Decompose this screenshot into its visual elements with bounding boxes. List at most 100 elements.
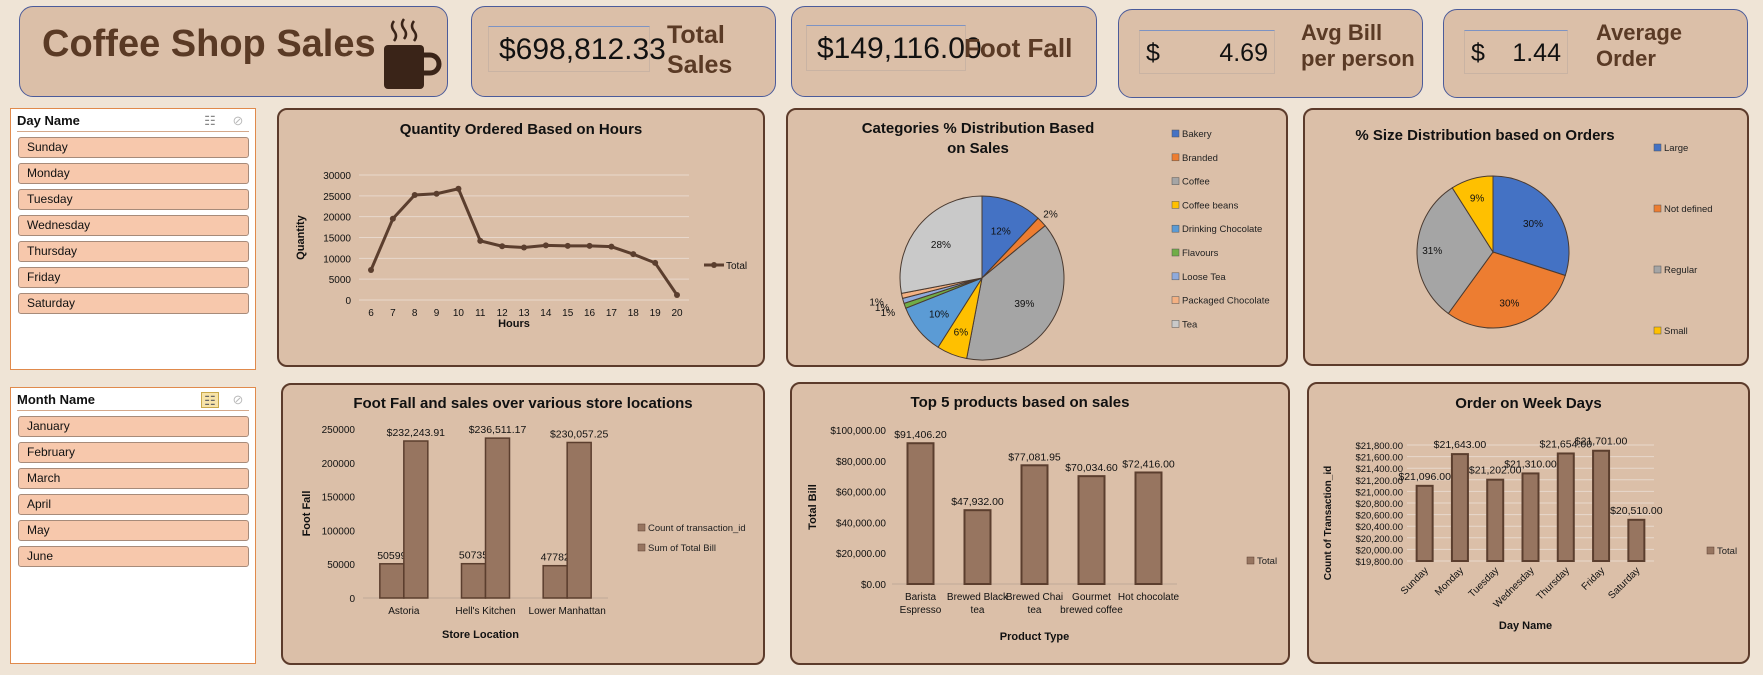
data-point xyxy=(433,190,440,197)
y-tick-label: $100,000.00 xyxy=(830,426,886,437)
month-slicer-item-june[interactable]: June xyxy=(18,546,249,567)
data-label: $47,932.00 xyxy=(951,496,1004,508)
x-tick-label: 6 xyxy=(368,308,374,319)
legend-swatch xyxy=(1171,320,1180,328)
data-point xyxy=(674,292,680,298)
y-tick-label: $40,000.00 xyxy=(836,518,886,529)
store-location-bar-chart: 0 50000 100000 150000 200000 250000 50599 $232,… xyxy=(301,424,746,641)
day-slicer-item-wednesday[interactable]: Wednesday xyxy=(18,215,249,236)
bar-total xyxy=(963,509,992,585)
y-tick-label: 250000 xyxy=(322,425,356,436)
x-tick-label: 19 xyxy=(650,308,662,319)
y-tick-label: $20,800.00 xyxy=(1355,499,1403,510)
legend-label: Loose Tea xyxy=(1182,272,1226,283)
y-tick-label: 15000 xyxy=(323,234,351,245)
bar-total xyxy=(906,442,935,585)
day-slicer-item-monday[interactable]: Monday xyxy=(18,163,249,184)
category-distribution-pie-chart: 12% 2% 39% 6% 10% 1%1%1% 28% Bakery Branded Coffe… xyxy=(869,129,1270,361)
week-days-chart-panel: Order on Week Days $19,800.00 $20,000.00 $… xyxy=(1307,382,1750,664)
legend-label: Coffee beans xyxy=(1182,200,1239,211)
bar-total xyxy=(1592,449,1611,562)
data-label: 47782 xyxy=(541,552,570,564)
legend-label: Count of transaction_id xyxy=(648,523,746,534)
data-label: $230,057.25 xyxy=(550,428,609,440)
legend-label: Regular xyxy=(1664,265,1697,276)
data-point xyxy=(455,185,462,192)
data-point xyxy=(630,251,637,258)
x-tick-label: 18 xyxy=(628,308,640,319)
x-tick-label: Espresso xyxy=(900,605,942,616)
legend-label: Total xyxy=(726,261,747,272)
data-label: 30% xyxy=(1499,299,1519,310)
legend-label: Branded xyxy=(1182,153,1218,164)
data-point xyxy=(368,267,374,273)
pie-slice xyxy=(899,195,983,294)
day-slicer-item-thursday[interactable]: Thursday xyxy=(18,241,249,262)
dashboard-title: Coffee Shop Sales xyxy=(42,23,376,65)
x-tick-label: 11 xyxy=(475,308,486,319)
month-name-slicer[interactable]: Month Name ☷ ⊘ January February March Ap… xyxy=(10,387,256,664)
data-point xyxy=(389,215,396,222)
data-point xyxy=(586,242,593,249)
x-tick-label: 9 xyxy=(434,308,440,319)
month-slicer-item-january[interactable]: January xyxy=(18,416,249,437)
y-tick-label: 100000 xyxy=(322,526,356,537)
y-tick-label: 20000 xyxy=(323,213,351,224)
clear-filter-icon[interactable]: ⊘ xyxy=(232,392,244,407)
x-axis-label: Hours xyxy=(498,318,530,330)
y-tick-label: $20,000.00 xyxy=(836,549,886,560)
legend-label: Bakery xyxy=(1182,129,1212,140)
line-chart-panel: Quantity Ordered Based on Hours 0 5000 100… xyxy=(277,108,765,367)
data-label: $20,510.00 xyxy=(1610,505,1663,517)
bar-count xyxy=(460,562,487,599)
month-slicer-item-february[interactable]: February xyxy=(18,442,249,463)
legend-label: Total xyxy=(1257,556,1277,567)
data-label: $70,034.60 xyxy=(1065,462,1118,474)
data-label: 50599 xyxy=(377,550,406,562)
month-slicer-item-april[interactable]: April xyxy=(18,494,249,515)
data-label: 30% xyxy=(1523,219,1543,230)
y-tick-label: $20,600.00 xyxy=(1355,511,1403,522)
multi-select-icon[interactable]: ☷ xyxy=(201,392,219,408)
month-slicer-divider xyxy=(17,410,249,411)
data-label: 1% xyxy=(869,298,884,309)
y-tick-label: $20,400.00 xyxy=(1355,522,1403,533)
day-slicer-item-saturday[interactable]: Saturday xyxy=(18,293,249,314)
x-tick-label: tea xyxy=(1028,605,1042,616)
y-tick-label: $21,000.00 xyxy=(1355,487,1403,498)
y-axis-label: Total Bill xyxy=(807,484,819,530)
x-tick-label: 15 xyxy=(562,308,574,319)
y-tick-label: 30000 xyxy=(323,171,351,182)
x-tick-label: Brewed Black xyxy=(947,592,1009,603)
bar-total xyxy=(1020,464,1049,585)
multi-select-icon[interactable]: ☷ xyxy=(204,113,216,128)
day-slicer-item-sunday[interactable]: Sunday xyxy=(18,137,249,158)
bar-sum xyxy=(484,437,511,599)
legend-label: Coffee xyxy=(1182,177,1210,188)
y-tick-label: 200000 xyxy=(322,459,356,470)
day-slicer-item-friday[interactable]: Friday xyxy=(18,267,249,288)
day-name-slicer[interactable]: Day Name ☷ ⊘ Sunday Monday Tuesday Wedne… xyxy=(10,108,256,370)
y-tick-label: $20,000.00 xyxy=(1355,545,1403,556)
x-tick-label: brewed coffee xyxy=(1060,605,1123,616)
top-products-bar-chart: $0.00 $20,000.00 $40,000.00 $60,000.00 $80,0… xyxy=(807,426,1277,643)
dashboard-title-card: Coffee Shop Sales xyxy=(19,6,448,97)
kpi-avg-bill-box: $ 4.69 xyxy=(1139,30,1275,74)
week-days-bar-chart: $19,800.00$20,000.00$20,200.00$20,400.00… xyxy=(1323,436,1737,632)
day-slicer-item-tuesday[interactable]: Tuesday xyxy=(18,189,249,210)
bar-total xyxy=(1627,518,1646,563)
month-slicer-item-may[interactable]: May xyxy=(18,520,249,541)
legend-swatch xyxy=(637,543,646,552)
kpi-avg-bill-value: 4.69 xyxy=(1219,39,1268,67)
data-point xyxy=(521,244,527,251)
kpi-total-sales-value: $698,812.33 xyxy=(488,26,666,72)
chart-title: Categories % Distribution Based on Sales xyxy=(828,119,1128,159)
chart-title: Quantity Ordered Based on Hours xyxy=(399,121,643,138)
month-slicer-item-march[interactable]: March xyxy=(18,468,249,489)
data-point xyxy=(542,242,549,249)
clear-filter-icon[interactable]: ⊘ xyxy=(232,113,244,128)
kpi-average-order-value: 1.44 xyxy=(1512,39,1561,67)
x-tick-label: 20 xyxy=(671,308,683,319)
x-tick-label: tea xyxy=(971,605,985,616)
bar-count xyxy=(542,564,568,599)
